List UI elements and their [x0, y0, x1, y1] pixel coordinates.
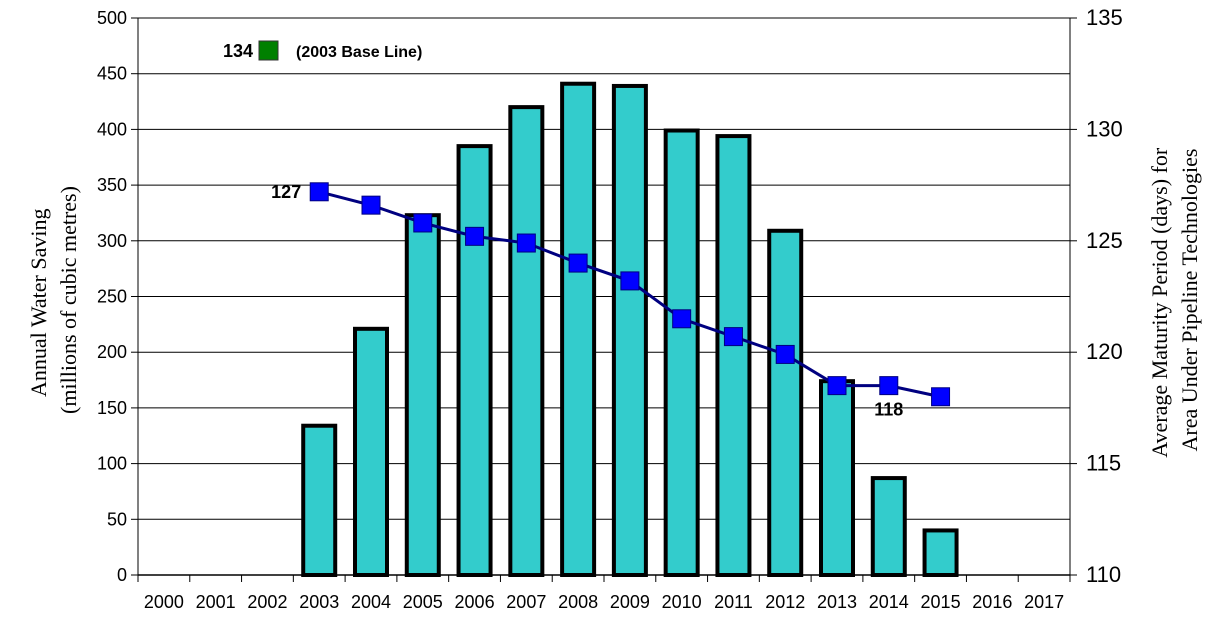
left-axis-title-line-2: (millions of cubic metres) [56, 186, 81, 414]
right-tick-label: 130 [1086, 116, 1123, 141]
x-tick-label: 2008 [558, 592, 598, 612]
x-tick-label: 2012 [765, 592, 805, 612]
left-tick-label: 200 [97, 342, 127, 362]
point-2005 [413, 213, 433, 233]
point-2015 [931, 387, 951, 407]
bar-2006 [456, 144, 493, 578]
right-tick-label: 115 [1086, 451, 1121, 476]
left-axis-title: Annual Water Saving (millions of cubic m… [26, 186, 81, 414]
bar-2007 [508, 105, 545, 578]
right-axis-title-line-1: Average Maturity Period (days) for [1147, 147, 1172, 458]
bar-2009 [611, 83, 648, 577]
x-tick-label: 2001 [196, 592, 236, 612]
point-2009 [620, 271, 640, 291]
left-tick-label: 450 [97, 64, 127, 84]
point-2008 [568, 253, 588, 273]
bar-2014 [870, 476, 907, 577]
baseline-value-label: 134 [223, 41, 253, 61]
x-tick-label: 2009 [610, 592, 650, 612]
left-tick-label: 250 [97, 287, 127, 307]
x-tick-label: 2004 [351, 592, 391, 612]
bar-2010 [663, 128, 700, 577]
baseline-swatch [258, 40, 279, 61]
bar-2012 [767, 228, 804, 578]
point-2007 [516, 233, 536, 253]
left-tick-label: 300 [97, 231, 127, 251]
point-2003 [309, 182, 329, 202]
x-tick-label: 2005 [403, 592, 443, 612]
x-tick-label: 2015 [921, 592, 961, 612]
bar-2004 [353, 326, 389, 577]
x-tick-label: 2003 [299, 592, 339, 612]
right-tick-label: 125 [1086, 228, 1123, 253]
point-2011 [723, 327, 743, 347]
x-tick-label: 2016 [972, 592, 1012, 612]
x-tick-label: 2011 [714, 592, 753, 612]
x-tick-label: 2013 [817, 592, 857, 612]
x-tick-label: 2017 [1024, 592, 1064, 612]
baseline-text: (2003 Base Line) [296, 44, 422, 61]
line-end-label: 118 [874, 400, 903, 420]
point-2006 [465, 226, 485, 246]
bar-series [301, 81, 959, 578]
bar-2005 [404, 213, 441, 577]
right-axis-title: Average Maturity Period (days) for Area … [1147, 142, 1202, 457]
x-tick-label: 2014 [869, 592, 909, 612]
point-2013 [827, 376, 847, 396]
bar-2013 [819, 379, 855, 577]
right-tick-label: 120 [1086, 339, 1123, 364]
grid [138, 17, 1070, 520]
axes [131, 17, 1077, 582]
bar-2003 [301, 423, 338, 577]
baseline-note: 134 (2003 Base Line) [223, 40, 422, 61]
x-tick-label: 2000 [144, 592, 184, 612]
right-tick-label: 135 [1086, 5, 1123, 30]
left-tick-label: 0 [117, 565, 127, 585]
point-2004 [361, 195, 381, 215]
left-axis-title-line-1: Annual Water Saving [26, 209, 51, 397]
left-tick-label: 350 [97, 175, 127, 195]
left-tick-label: 150 [97, 398, 127, 418]
point-2012 [775, 344, 795, 364]
x-tick-label: 2006 [455, 592, 495, 612]
tick-labels: 0 50 100 150 200 250 300 350 400 450 500 110 115 120 1… [97, 5, 1123, 612]
left-tick-label: 400 [97, 119, 127, 139]
left-tick-label: 100 [97, 454, 127, 474]
bar-2015 [922, 528, 959, 578]
x-tick-label: 2007 [506, 592, 546, 612]
x-tick-label: 2002 [247, 592, 287, 612]
x-tick-label: 2010 [662, 592, 702, 612]
right-axis-title-line-2: Area Under Pipeline Technologies [1177, 149, 1202, 452]
line-series [309, 182, 951, 407]
bar-2008 [560, 81, 597, 577]
left-tick-label: 50 [107, 509, 127, 529]
line-start-label: 127 [271, 182, 301, 202]
right-tick-label: 110 [1086, 562, 1121, 587]
left-tick-label: 500 [97, 8, 127, 28]
point-2010 [672, 309, 692, 329]
bar-2011 [715, 134, 752, 577]
point-2014 [879, 376, 899, 396]
